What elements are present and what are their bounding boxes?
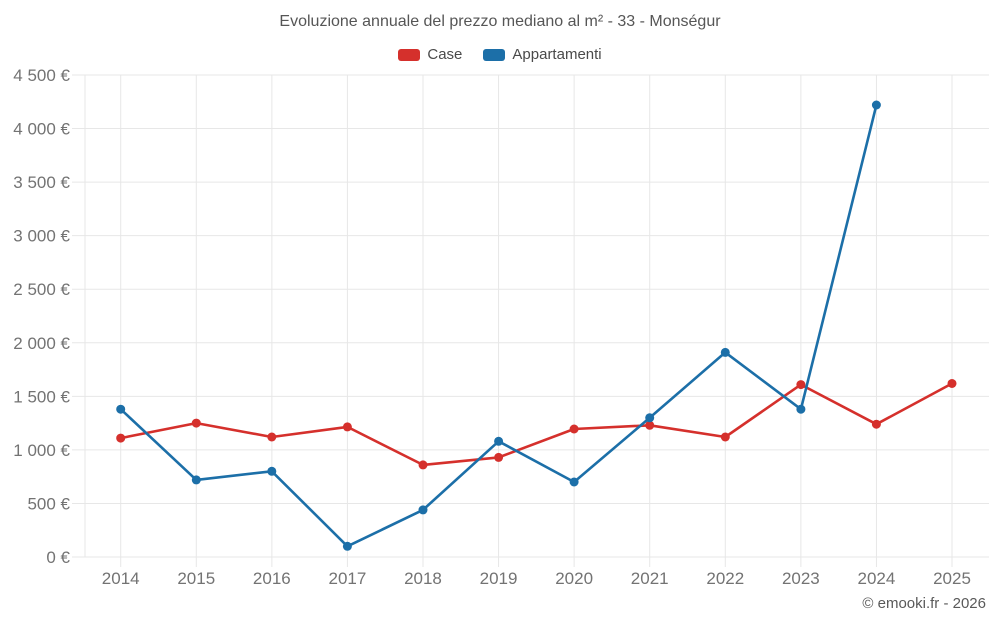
y-tick-label: 500 € <box>27 494 70 513</box>
y-tick-label: 0 € <box>46 548 70 567</box>
data-point-appartamenti-2023[interactable] <box>796 404 806 414</box>
x-tick-label-2016: 2016 <box>253 569 291 588</box>
data-point-case-2021[interactable] <box>645 420 655 430</box>
y-tick-label: 2 000 € <box>13 334 70 353</box>
data-point-appartamenti-2020[interactable] <box>569 477 579 487</box>
x-tick-label-2024: 2024 <box>858 569 896 588</box>
data-point-appartamenti-2014[interactable] <box>116 404 126 414</box>
x-tick-label-2021: 2021 <box>631 569 669 588</box>
data-point-appartamenti-2022[interactable] <box>720 347 730 357</box>
data-point-case-2019[interactable] <box>494 452 504 462</box>
x-tick-label-2018: 2018 <box>404 569 442 588</box>
data-point-case-2017[interactable] <box>342 422 352 432</box>
x-tick-label-2015: 2015 <box>177 569 215 588</box>
copyright-text: © emooki.fr - 2026 <box>862 595 986 612</box>
x-tick-label-2017: 2017 <box>329 569 367 588</box>
data-point-case-2024[interactable] <box>871 419 881 429</box>
y-tick-label: 3 000 € <box>13 227 70 246</box>
y-tick-label: 4 500 € <box>13 66 70 85</box>
legend-label-case: Case <box>427 46 463 63</box>
x-tick-label-2025: 2025 <box>933 569 971 588</box>
data-point-appartamenti-2024[interactable] <box>871 100 881 110</box>
data-point-appartamenti-2019[interactable] <box>494 436 504 446</box>
data-point-case-2018[interactable] <box>418 460 428 470</box>
data-point-appartamenti-2018[interactable] <box>418 505 428 515</box>
legend-swatch-case <box>398 48 421 61</box>
data-point-case-2014[interactable] <box>116 433 126 443</box>
x-tick-label-2022: 2022 <box>706 569 744 588</box>
data-point-appartamenti-2016[interactable] <box>267 466 277 476</box>
y-tick-label: 1 500 € <box>13 387 70 406</box>
legend-label-appartamenti: Appartamenti <box>512 46 602 63</box>
y-tick-label: 1 000 € <box>13 441 70 460</box>
series-line-case <box>119 382 954 467</box>
chart-title: Evoluzione annuale del prezzo mediano al… <box>279 13 721 30</box>
legend: Case Appartamenti <box>0 46 1000 63</box>
data-point-case-2020[interactable] <box>569 424 579 434</box>
data-point-case-2023[interactable] <box>796 380 806 390</box>
y-tick-label: 4 000 € <box>13 120 70 139</box>
data-point-case-2015[interactable] <box>191 418 201 428</box>
data-point-case-2016[interactable] <box>267 432 277 442</box>
y-tick-label: 3 500 € <box>13 173 70 192</box>
data-point-appartamenti-2017[interactable] <box>342 541 352 551</box>
x-tick-label-2014: 2014 <box>102 569 140 588</box>
y-tick-label: 2 500 € <box>13 280 70 299</box>
data-point-appartamenti-2021[interactable] <box>645 413 655 423</box>
x-tick-label-2020: 2020 <box>555 569 593 588</box>
legend-swatch-appartamenti <box>483 48 506 61</box>
legend-item-appartamenti[interactable]: Appartamenti <box>483 46 602 63</box>
data-point-appartamenti-2015[interactable] <box>191 475 201 485</box>
data-point-case-2022[interactable] <box>720 432 730 442</box>
x-tick-label-2023: 2023 <box>782 569 820 588</box>
legend-item-case[interactable]: Case <box>398 46 462 63</box>
x-tick-label-2019: 2019 <box>480 569 518 588</box>
data-point-case-2025[interactable] <box>947 379 957 388</box>
